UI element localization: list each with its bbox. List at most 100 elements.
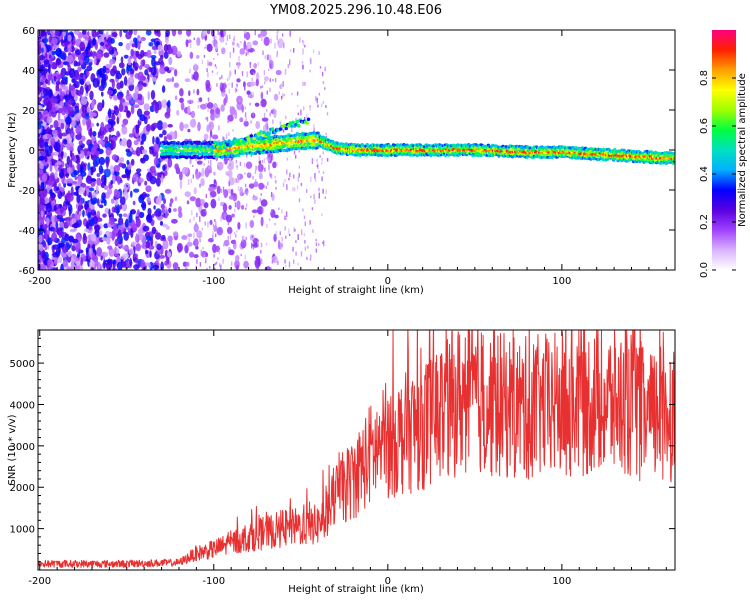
noise-streak — [243, 162, 246, 168]
noise-blob — [61, 76, 68, 80]
noise-streak — [302, 208, 304, 212]
noise-blob — [157, 31, 161, 38]
noise-blob — [173, 208, 177, 212]
noise-blob — [174, 163, 179, 170]
noise-streak — [293, 227, 295, 232]
noise-streak — [323, 240, 325, 247]
noise-blob — [168, 134, 173, 141]
noise-streak — [321, 71, 324, 77]
noise-blob — [79, 41, 86, 51]
noise-streak — [322, 171, 325, 174]
noise-streak — [189, 101, 191, 104]
noise-blob — [150, 90, 156, 100]
noise-blob — [87, 31, 90, 37]
noise-streak — [219, 263, 221, 267]
noise-blob — [144, 69, 149, 76]
noise-blob — [69, 68, 76, 79]
noise-blob — [206, 102, 214, 109]
noise-blob — [92, 197, 98, 204]
noise-blob — [167, 124, 173, 128]
noise-streak — [253, 215, 255, 218]
noise-blob — [172, 262, 179, 270]
noise-streak — [318, 170, 320, 173]
noise-blob — [195, 197, 202, 208]
noise-streak — [291, 127, 293, 130]
noise-streak — [201, 227, 203, 231]
noise-blob — [108, 108, 112, 119]
noise-blob — [131, 43, 136, 48]
noise-blob — [96, 50, 103, 60]
noise-blob — [54, 214, 57, 223]
noise-streak — [269, 87, 271, 92]
noise-streak — [212, 234, 214, 240]
noise-blob — [77, 90, 81, 96]
noise-blob — [66, 266, 73, 270]
noise-blob — [85, 247, 89, 253]
noise-streak — [267, 181, 269, 186]
noise-streak — [233, 35, 236, 41]
noise-blob — [179, 88, 184, 97]
noise-blob — [184, 191, 191, 198]
noise-blob — [195, 172, 200, 180]
noise-blob — [164, 111, 171, 119]
noise-streak — [198, 171, 201, 178]
noise-streak — [318, 192, 320, 199]
noise-blob — [134, 66, 138, 72]
noise-streak — [251, 77, 253, 82]
noise-streak — [306, 256, 308, 260]
noise-blob — [94, 225, 100, 233]
noise-blob — [75, 124, 82, 135]
noise-blob — [68, 207, 72, 217]
noise-blob — [196, 160, 203, 165]
noise-blob — [146, 213, 153, 223]
noise-blob — [88, 247, 93, 257]
noise-streak — [227, 173, 229, 176]
noise-blob — [210, 112, 216, 121]
noise-blob — [50, 174, 55, 182]
noise-blob — [212, 243, 217, 254]
noise-blob — [239, 48, 246, 55]
noise-streak — [293, 177, 295, 180]
noise-streak — [250, 92, 252, 98]
noise-blob — [60, 91, 65, 97]
noise-blob — [95, 156, 100, 166]
noise-streak — [286, 157, 289, 161]
noise-blob — [105, 147, 112, 156]
noise-blob — [160, 55, 164, 59]
noise-blob — [146, 196, 151, 204]
noise-blob — [111, 139, 116, 150]
noise-blob — [51, 232, 58, 242]
noise-blob — [168, 67, 175, 71]
noise-blob — [272, 255, 278, 264]
noise-blob — [42, 240, 47, 248]
noise-streak — [203, 254, 206, 258]
noise-blob — [38, 169, 44, 175]
noise-blob — [113, 88, 117, 94]
noise-blob — [41, 110, 48, 115]
noise-blob — [223, 30, 226, 37]
noise-blob — [54, 30, 60, 37]
noise-streak — [201, 200, 203, 204]
noise-streak — [190, 43, 192, 49]
noise-blob — [263, 36, 270, 46]
noise-blob — [96, 173, 101, 177]
noise-blob — [130, 190, 133, 198]
noise-blob — [103, 185, 109, 191]
noise-blob — [138, 211, 145, 219]
noise-streak — [272, 107, 275, 110]
noise-streak — [267, 54, 269, 60]
noise-blob — [111, 114, 116, 121]
noise-streak — [294, 229, 296, 232]
noise-blob — [53, 75, 57, 82]
noise-streak — [321, 158, 323, 162]
noise-streak — [318, 243, 320, 246]
noise-blob — [54, 171, 58, 180]
noise-streak — [218, 125, 220, 131]
noise-streak — [312, 49, 315, 53]
chart-title: YM08.2025.296.10.48.E06 — [269, 3, 442, 18]
noise-streak — [227, 120, 229, 124]
noise-blob — [109, 59, 113, 68]
noise-streak — [261, 160, 264, 164]
noise-streak — [187, 179, 190, 185]
noise-streak — [298, 198, 301, 203]
